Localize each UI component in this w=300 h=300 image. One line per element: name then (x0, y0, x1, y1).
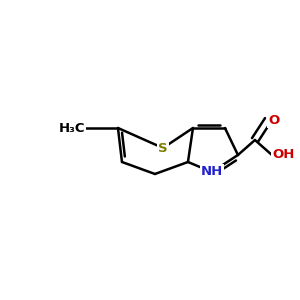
Text: NH: NH (201, 166, 223, 178)
Text: OH: OH (272, 148, 294, 161)
Text: S: S (158, 142, 168, 154)
Text: O: O (268, 113, 279, 127)
Text: H₃C: H₃C (58, 122, 85, 134)
